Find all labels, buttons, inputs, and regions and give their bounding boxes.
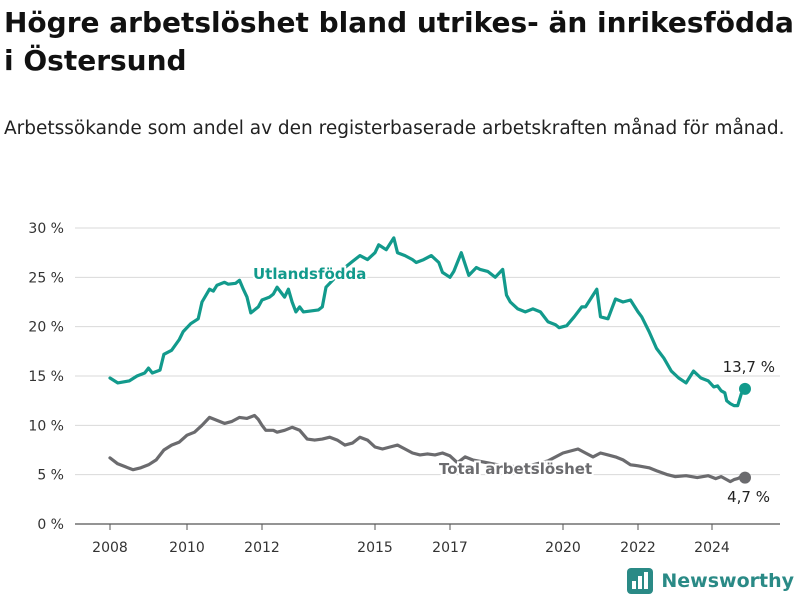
series-label-total: Total arbetslöshet — [439, 460, 592, 478]
series-lines — [108, 236, 751, 484]
x-tick-label: 2015 — [357, 540, 393, 556]
page-title: Högre arbetslöshet bland utrikes- än inr… — [4, 6, 794, 77]
series-label-utlandsfodda: Utlandsfödda — [253, 265, 366, 283]
x-tick-label: 2024 — [694, 540, 730, 556]
y-tick-label: 30 % — [28, 221, 64, 237]
x-axis-ticks: 2008 2010 2012 2015 2017 2020 2022 2024 — [92, 524, 730, 556]
series-labels: Utlandsfödda Total arbetslöshet 13,7 % 4,7 … — [251, 263, 775, 506]
logo-text: Newsworthy — [661, 570, 794, 592]
end-label-total: 4,7 % — [727, 488, 770, 506]
x-tick-label: 2020 — [545, 540, 581, 556]
y-tick-label: 5 % — [37, 468, 64, 484]
grid-lines — [75, 227, 780, 525]
y-tick-label: 25 % — [28, 270, 64, 286]
y-tick-label: 20 % — [28, 320, 64, 336]
newsworthy-logo: Newsworthy — [627, 568, 794, 594]
series-line-total — [108, 413, 747, 484]
end-label-utlandsfodda: 13,7 % — [723, 358, 775, 376]
x-tick-label: 2012 — [244, 540, 280, 556]
y-tick-label: 0 % — [37, 517, 64, 533]
end-point-utlandsfodda — [739, 382, 751, 395]
x-tick-label: 2022 — [620, 540, 656, 556]
x-tick-label: 2008 — [92, 540, 128, 556]
x-tick-label: 2017 — [432, 540, 468, 556]
bar-chart-icon — [627, 568, 654, 594]
y-tick-label: 10 % — [28, 418, 64, 434]
x-tick-label: 2010 — [169, 540, 205, 556]
page-subtitle: Arbetssökande som andel av den registerb… — [4, 118, 785, 139]
y-tick-label: 15 % — [28, 369, 64, 385]
y-axis-ticks: 0 % 5 % 10 % 15 % 20 % 25 % 30 % — [28, 221, 64, 533]
end-point-total — [739, 471, 751, 484]
series-line-utlandsfodda — [108, 236, 747, 408]
